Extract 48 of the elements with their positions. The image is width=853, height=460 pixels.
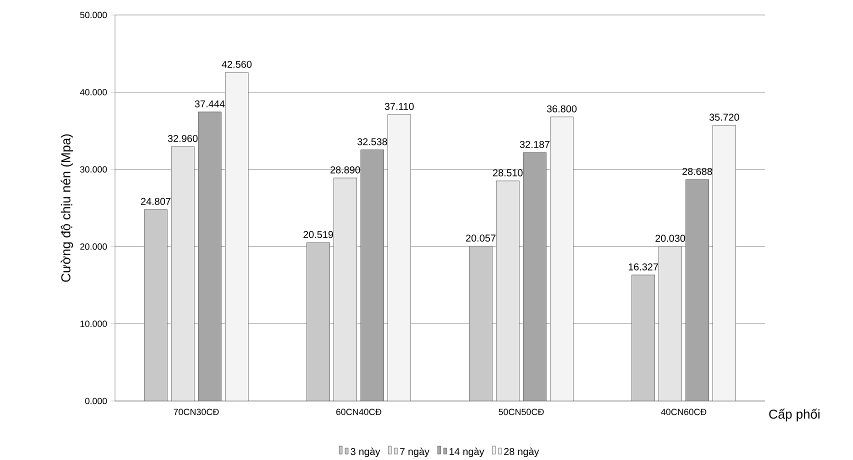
bar bbox=[225, 72, 248, 401]
data-label: 35.720 bbox=[709, 113, 740, 120]
data-label: 37.110 bbox=[384, 102, 414, 110]
bar bbox=[686, 179, 709, 401]
bar bbox=[360, 149, 384, 401]
data-label: 36.800 bbox=[546, 105, 577, 112]
data-label: 28.688 bbox=[682, 168, 712, 175]
y-tick-label: 30.000 bbox=[80, 166, 107, 172]
data-label: 28.510 bbox=[493, 169, 523, 176]
bar bbox=[171, 146, 194, 401]
data-label: 20.057 bbox=[466, 234, 496, 242]
data-label: 37.444 bbox=[194, 100, 225, 108]
x-tick-label: 50CN50CĐ bbox=[498, 408, 544, 415]
bar bbox=[334, 178, 357, 401]
bar bbox=[198, 112, 222, 401]
x-tick-label: 60CN40CĐ bbox=[336, 408, 382, 415]
bar bbox=[523, 152, 546, 401]
y-tick-label: 10.000 bbox=[80, 320, 107, 327]
y-tick-label: 40.000 bbox=[80, 88, 107, 96]
x-tick-label: 40CN60CĐ bbox=[661, 408, 706, 415]
data-label: 20.519 bbox=[304, 230, 334, 238]
bar bbox=[712, 124, 736, 401]
bar bbox=[469, 246, 492, 401]
bar bbox=[496, 180, 520, 401]
legend-label: 14 ngày bbox=[450, 447, 484, 457]
legend-label: 7 ngày bbox=[400, 447, 430, 457]
bar bbox=[632, 274, 655, 401]
bar bbox=[658, 246, 682, 401]
x-tick-label: 70CN30CĐ bbox=[174, 408, 219, 415]
data-label: 32.538 bbox=[357, 138, 388, 146]
y-tick-label: 50.000 bbox=[80, 12, 107, 18]
y-tick-label: 0.000 bbox=[85, 398, 107, 404]
bar bbox=[306, 242, 330, 401]
data-label: 42.560 bbox=[222, 60, 252, 68]
bar bbox=[388, 114, 411, 401]
data-label: 20.030 bbox=[656, 234, 686, 242]
data-label: 24.807 bbox=[141, 198, 170, 205]
data-label: 32.960 bbox=[168, 134, 198, 142]
data-label: 16.327 bbox=[628, 263, 658, 270]
y-axis-title: Cường độ chịu nén (Mpa) bbox=[60, 134, 73, 282]
legend-label: 3 ngày bbox=[350, 447, 380, 457]
data-label: 32.187 bbox=[520, 140, 550, 148]
bar bbox=[550, 116, 574, 401]
bar bbox=[144, 209, 168, 401]
y-tick-label: 20.000 bbox=[80, 243, 107, 250]
data-label: 28.890 bbox=[330, 166, 360, 174]
legend-label: 28 ngày bbox=[504, 447, 540, 457]
x-axis-title: Cấp phối bbox=[769, 408, 820, 422]
